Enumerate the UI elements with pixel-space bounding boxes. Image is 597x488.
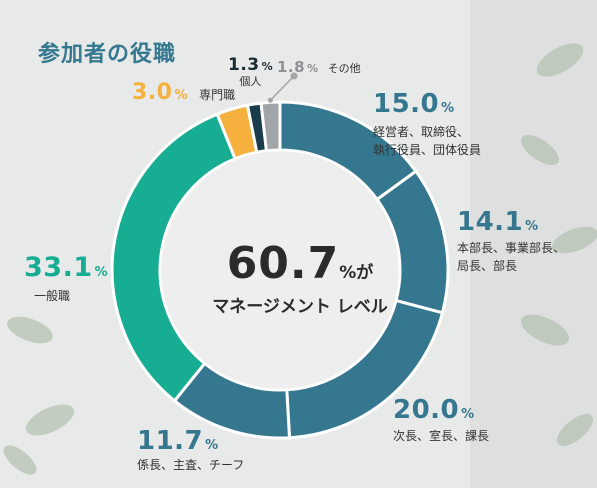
segment-1-percent: 15.0 xyxy=(373,89,440,119)
segment-label-1: 15.0% 経営者、取締役、 執行役員、団体役員 xyxy=(373,89,481,159)
segment-7-caption-line-1: 個人 xyxy=(239,75,262,88)
segment-3-percent: 20.0 xyxy=(393,395,460,425)
segment-4-caption-line-1: 係長、主査、チーフ xyxy=(137,458,245,472)
segment-label-2: 14.1% 本部長、事業部長、 局長、部長 xyxy=(457,207,565,275)
segment-1-unit: % xyxy=(441,101,455,116)
segment-5-percent: 33.1 xyxy=(24,252,93,283)
leader-dot-1 xyxy=(267,97,273,103)
segment-1-caption-line-2: 執行役員、団体役員 xyxy=(373,143,482,157)
segment-6-caption-line-1: 専門職 xyxy=(199,88,236,102)
segment-5-unit: % xyxy=(94,265,108,280)
segment-label-5: 33.1% 一般職 xyxy=(24,252,108,305)
segment-label-4: 11.7% 係長、主査、チーフ xyxy=(137,426,244,474)
donut-slice-8 xyxy=(259,100,282,153)
segment-label-6: 3.0% 専門職 xyxy=(132,80,235,105)
segment-2-unit: % xyxy=(525,219,539,234)
segment-1-caption-line-1: 経営者、取締役、 xyxy=(373,125,470,139)
donut-slice-5 xyxy=(110,112,238,403)
segment-4-percent: 11.7 xyxy=(137,426,204,456)
segment-label-3: 20.0% 次長、室長、課長 xyxy=(393,395,489,445)
center-label: マネージメント レベル xyxy=(212,297,388,317)
center-total-unit: %が xyxy=(339,263,374,283)
leader-line-other xyxy=(269,75,295,101)
segment-8-caption-line-1: その他 xyxy=(327,62,361,75)
segment-3-unit: % xyxy=(461,407,475,422)
segment-5-caption-line-1: 一般職 xyxy=(34,289,71,303)
segment-2-caption-line-1: 本部長、事業部長、 xyxy=(457,241,566,255)
segment-8-unit: % xyxy=(307,62,319,75)
segment-7-unit: % xyxy=(261,60,273,73)
segment-7-percent: 1.3 xyxy=(228,55,260,75)
segment-3-caption-line-1: 次長、室長、課長 xyxy=(393,429,490,443)
segment-6-percent: 3.0 xyxy=(132,80,173,105)
segment-4-unit: % xyxy=(205,438,219,453)
leader-dot-2 xyxy=(290,72,298,80)
segment-label-7: 1.3% 個人 xyxy=(228,55,273,88)
center-total: 60.7%が xyxy=(210,238,390,289)
segment-2-percent: 14.1 xyxy=(457,207,524,237)
segment-label-8: 1.8% その他 xyxy=(277,57,361,78)
segment-8-percent: 1.8 xyxy=(277,58,306,76)
center-total-value: 60.7 xyxy=(226,238,340,289)
donut-center-disc xyxy=(162,152,398,388)
segment-2-caption-line-2: 局長、部長 xyxy=(457,259,518,273)
chart-title: 参加者の役職 xyxy=(38,42,177,67)
segment-6-unit: % xyxy=(174,88,188,103)
